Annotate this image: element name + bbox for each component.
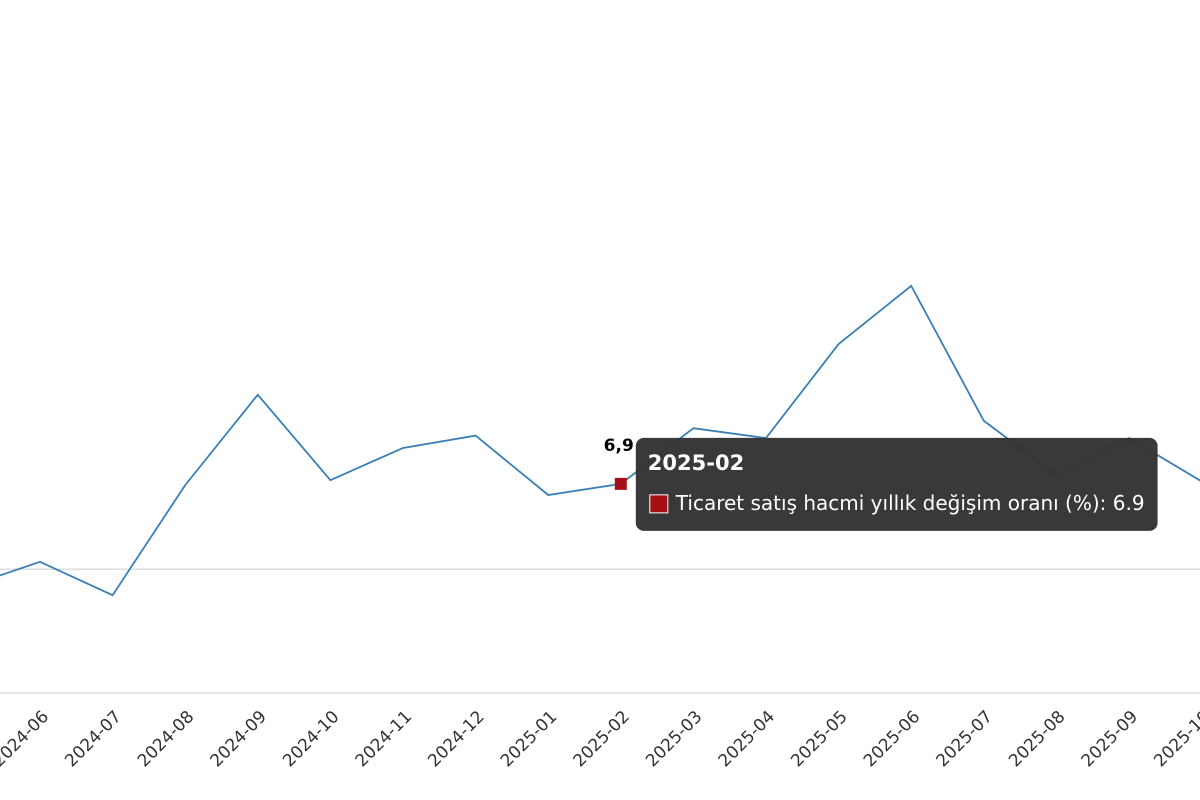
tooltip-series-name: Ticaret satış hacmi yıllık değişim oranı… <box>675 490 1100 514</box>
x-tick-label: 2025-03 <box>642 707 706 771</box>
tooltip-title: 2025-02 <box>648 451 744 475</box>
highlight-marker <box>614 477 627 490</box>
x-tick-label: 2025-08 <box>1005 707 1069 771</box>
x-tick-label: 2025-05 <box>787 707 851 771</box>
x-tick-label: 2025-02 <box>570 707 634 771</box>
x-tick-label: 2025-09 <box>1078 707 1142 771</box>
x-tick-label: 2024-08 <box>134 707 198 771</box>
x-tick-label: 2024-10 <box>279 707 343 771</box>
x-tick-label: 2024-12 <box>424 707 488 771</box>
tooltip-text: Ticaret satış hacmi yıllık değişim oranı… <box>675 490 1145 514</box>
series-line <box>0 284 1200 597</box>
x-tick-label: 2024-07 <box>61 707 125 771</box>
x-tick-label: 2025-10 <box>1150 707 1200 771</box>
tooltip-value: 6.9 <box>1113 490 1145 514</box>
x-tick-label: 2025-06 <box>860 707 924 771</box>
x-tick-label: 2024-09 <box>207 707 271 771</box>
tooltip-box <box>635 437 1158 531</box>
tooltip: 2025-02 Ticaret satış hacmi yıllık değişi… <box>635 437 1158 531</box>
x-tick-label: 2025-04 <box>715 707 779 771</box>
data-label: 6,9 <box>604 436 634 456</box>
tooltip-swatch <box>649 494 669 514</box>
x-tick-label: 2024-11 <box>352 707 416 771</box>
x-tick-label: 2024-06 <box>0 707 53 771</box>
x-tick-label: 2025-07 <box>933 707 997 771</box>
x-tick-label: 2025-01 <box>497 707 561 771</box>
